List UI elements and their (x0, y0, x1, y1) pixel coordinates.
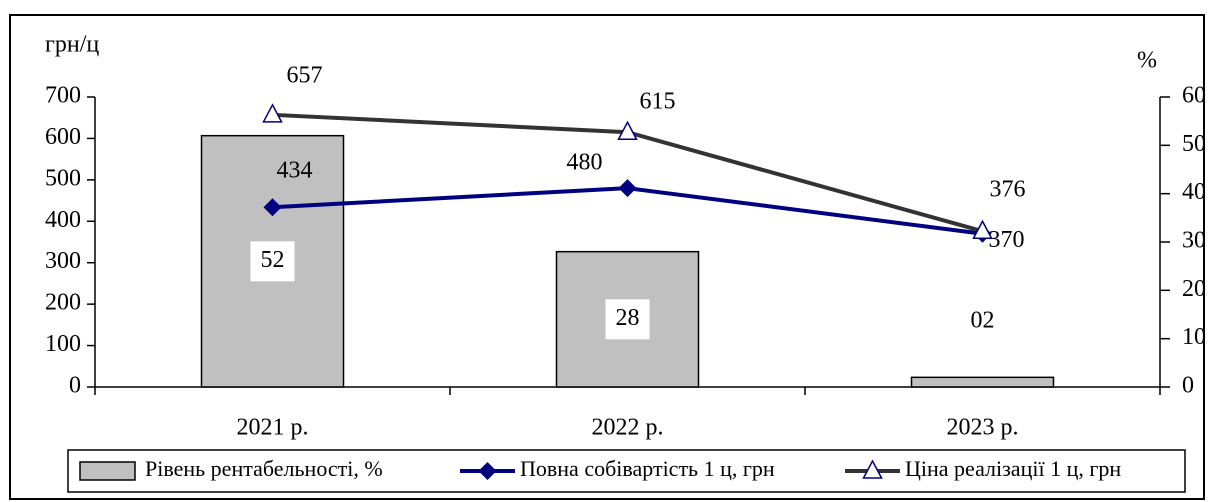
legend-label: Рівень рентабельності, % (145, 456, 383, 481)
legend-marker (478, 462, 497, 480)
y-tick-label: 200 (45, 290, 81, 316)
y-axis-label: грн/ц (45, 32, 99, 58)
y-tick-label: 700 (45, 83, 81, 109)
legend-label: Повна собівартість 1 ц, грн (520, 456, 775, 481)
bar-value-label: 02 (971, 308, 995, 334)
line-marker (972, 219, 993, 239)
y2-tick-label: 10 (1182, 324, 1206, 350)
bar-value-label: 28 (616, 305, 640, 331)
bar-value-label: 52 (261, 247, 285, 273)
y-tick-label: 100 (45, 331, 81, 357)
line-value-label: 657 (287, 62, 323, 88)
y-tick-label: 300 (45, 248, 81, 274)
y2-tick-label: 30 (1182, 228, 1206, 254)
y-tick-label: 500 (45, 165, 81, 191)
y2-tick-label: 50 (1182, 131, 1206, 157)
line-marker (618, 179, 637, 198)
x-tick-label: 2022 р. (592, 415, 664, 441)
y2-tick-label: 0 (1182, 373, 1194, 399)
value-label-box (960, 302, 1005, 342)
value-label-box (605, 299, 650, 340)
y2-tick-label: 20 (1182, 276, 1206, 302)
x-tick-label: 2021 р. (237, 415, 309, 441)
value-label-box (250, 241, 295, 282)
legend-box (67, 449, 1186, 493)
line-value-label: 376 (990, 177, 1026, 203)
y2-tick-label: 60 (1182, 83, 1206, 109)
y2-tick-label: 40 (1182, 179, 1206, 205)
y-tick-label: 0 (69, 373, 81, 399)
y-tick-label: 600 (45, 124, 81, 150)
line-value-label: 434 (277, 158, 313, 184)
line-marker (263, 198, 282, 217)
y-tick-label: 400 (45, 207, 81, 233)
line-value-label: 370 (989, 227, 1025, 253)
bar (910, 376, 1055, 388)
line-value-label: 615 (640, 89, 676, 115)
legend-label: Ціна реалізації 1 ц, грн (905, 456, 1121, 481)
line-value-label: 480 (567, 150, 603, 176)
y2-axis-label: % (1137, 48, 1157, 74)
line-marker (617, 120, 638, 140)
line-marker (262, 103, 283, 123)
legend-swatch (79, 461, 136, 481)
x-tick-label: 2023 р. (947, 415, 1019, 441)
legend-marker (862, 459, 883, 479)
